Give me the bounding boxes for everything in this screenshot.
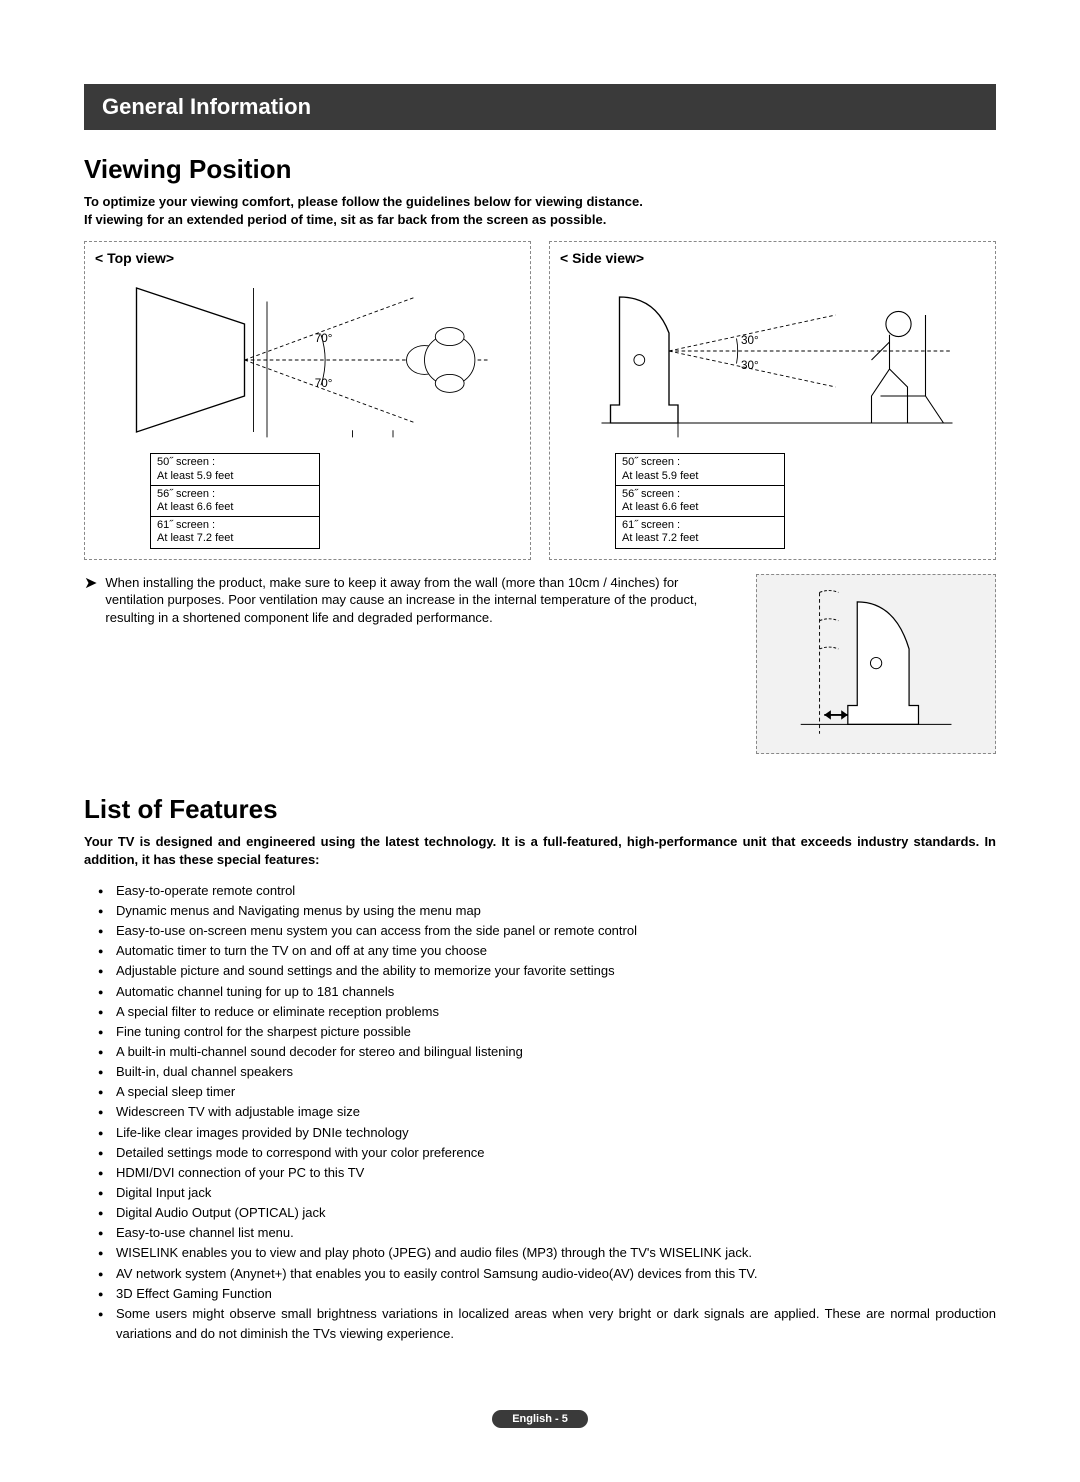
feature-item: Digital Input jack bbox=[102, 1183, 996, 1203]
note-arrow-icon: ➤ bbox=[84, 574, 97, 627]
feature-item: Easy-to-use on-screen menu system you ca… bbox=[102, 921, 996, 941]
feature-item: AV network system (Anynet+) that enables… bbox=[102, 1264, 996, 1284]
feature-item: Dynamic menus and Navigating menus by us… bbox=[102, 901, 996, 921]
viewing-title: Viewing Position bbox=[84, 154, 996, 185]
side-view-box: < Side view> 30° 30° bbox=[549, 241, 996, 559]
feature-item: Detailed settings mode to correspond wit… bbox=[102, 1143, 996, 1163]
viewing-intro-2: If viewing for an extended period of tim… bbox=[84, 211, 996, 229]
feature-item: Fine tuning control for the sharpest pic… bbox=[102, 1022, 996, 1042]
feature-item: Life-like clear images provided by DNIe … bbox=[102, 1123, 996, 1143]
feature-item: A special filter to reduce or eliminate … bbox=[102, 1002, 996, 1022]
feature-item: Digital Audio Output (OPTICAL) jack bbox=[102, 1203, 996, 1223]
feature-list: Easy-to-operate remote control Dynamic m… bbox=[84, 881, 996, 1344]
feature-item: WISELINK enables you to view and play ph… bbox=[102, 1243, 996, 1263]
page-number-badge: English - 5 bbox=[492, 1410, 588, 1428]
feature-item: 3D Effect Gaming Function bbox=[102, 1284, 996, 1304]
ventilation-diagram bbox=[769, 583, 983, 743]
section-header: General Information bbox=[84, 84, 996, 130]
top-view-diagram: 70° 70° bbox=[95, 270, 520, 450]
feature-item: A special sleep timer bbox=[102, 1082, 996, 1102]
feature-item: HDMI/DVI connection of your PC to this T… bbox=[102, 1163, 996, 1183]
feature-item: Automatic channel tuning for up to 181 c… bbox=[102, 982, 996, 1002]
features-title: List of Features bbox=[84, 794, 996, 825]
side-view-label: < Side view> bbox=[560, 250, 985, 266]
ventilation-diagram-box bbox=[756, 574, 996, 754]
feature-item: Widescreen TV with adjustable image size bbox=[102, 1102, 996, 1122]
svg-text:30°: 30° bbox=[741, 359, 759, 372]
svg-text:30°: 30° bbox=[741, 334, 759, 347]
feature-item: A built-in multi-channel sound decoder f… bbox=[102, 1042, 996, 1062]
top-angle-1: 70° bbox=[315, 332, 333, 345]
side-view-diagram: 30° 30° bbox=[560, 270, 985, 450]
ventilation-note: When installing the product, make sure t… bbox=[105, 574, 738, 627]
feature-item: Adjustable picture and sound settings an… bbox=[102, 961, 996, 981]
feature-item: Some users might observe small brightnes… bbox=[102, 1304, 996, 1344]
viewing-intro-1: To optimize your viewing comfort, please… bbox=[84, 193, 996, 211]
features-intro: Your TV is designed and engineered using… bbox=[84, 833, 996, 869]
top-view-box: < Top view> 70° 70° bbox=[84, 241, 531, 559]
top-view-label: < Top view> bbox=[95, 250, 520, 266]
feature-item: Automatic timer to turn the TV on and of… bbox=[102, 941, 996, 961]
top-angle-2: 70° bbox=[315, 377, 333, 390]
side-distance-table: 50˝ screen :At least 5.9 feet 56˝ screen… bbox=[615, 453, 785, 548]
feature-item: Easy-to-operate remote control bbox=[102, 881, 996, 901]
feature-item: Built-in, dual channel speakers bbox=[102, 1062, 996, 1082]
feature-item: Easy-to-use channel list menu. bbox=[102, 1223, 996, 1243]
top-distance-table: 50˝ screen :At least 5.9 feet 56˝ screen… bbox=[150, 453, 320, 548]
